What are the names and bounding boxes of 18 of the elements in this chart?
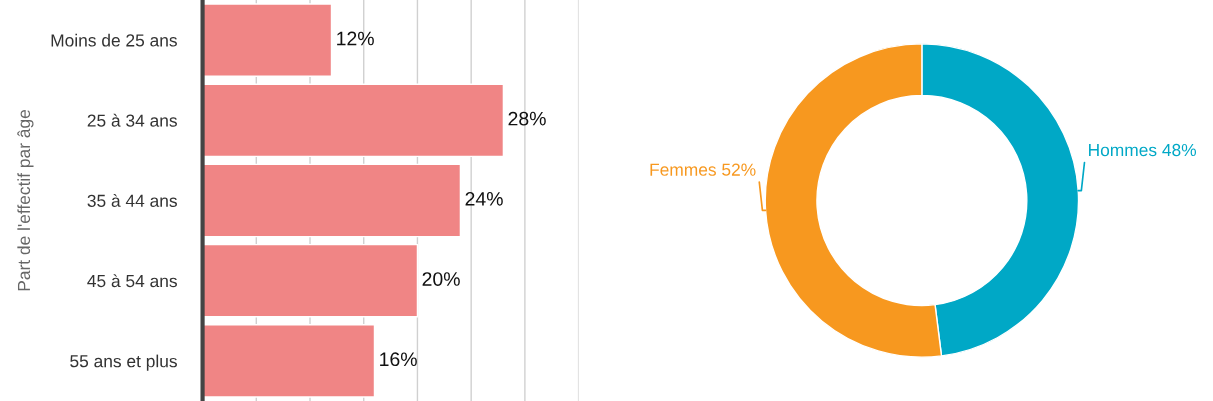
y-tick-label: Moins de 25 ans: [51, 33, 177, 47]
bar: [202, 163, 462, 238]
bar: [202, 3, 333, 77]
y-tick-label: 25 à 34 ans: [87, 113, 177, 127]
bar: [202, 324, 376, 398]
slice-label: Hommes 48%: [1089, 143, 1197, 157]
bar: [202, 243, 419, 318]
bar: [202, 83, 505, 158]
data-label: 16%: [380, 352, 417, 367]
y-tick-label: 35 à 44 ans: [87, 194, 177, 207]
y-tick-label: 55 ans et plus: [70, 354, 177, 371]
data-label: 24%: [465, 191, 503, 206]
data-label: 20%: [422, 272, 460, 286]
data-label: 12%: [337, 31, 374, 46]
y-tick-label: 45 à 54 ans: [87, 274, 177, 288]
data-label: 28%: [508, 111, 546, 126]
y-axis-title: Part de l'effectif par âge: [17, 110, 34, 291]
slice-label: Femmes 52%: [650, 163, 756, 176]
